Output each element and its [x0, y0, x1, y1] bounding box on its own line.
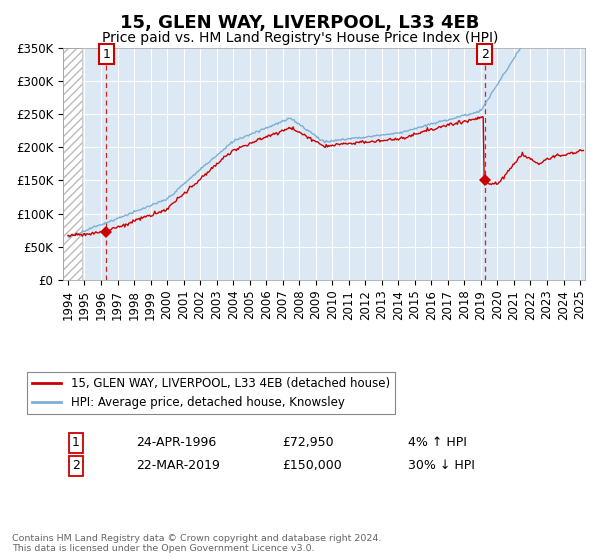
Text: 15, GLEN WAY, LIVERPOOL, L33 4EB: 15, GLEN WAY, LIVERPOOL, L33 4EB	[121, 14, 479, 32]
Text: £72,950: £72,950	[282, 436, 334, 449]
Bar	[63, 48, 82, 280]
Text: 22-MAR-2019: 22-MAR-2019	[136, 459, 220, 473]
Text: Price paid vs. HM Land Registry's House Price Index (HPI): Price paid vs. HM Land Registry's House …	[102, 31, 498, 45]
Text: 30% ↓ HPI: 30% ↓ HPI	[407, 459, 475, 473]
Legend: 15, GLEN WAY, LIVERPOOL, L33 4EB (detached house), HPI: Average price, detached : 15, GLEN WAY, LIVERPOOL, L33 4EB (detach…	[27, 372, 395, 413]
Text: 1: 1	[72, 436, 80, 449]
Text: 1: 1	[102, 48, 110, 60]
Text: £150,000: £150,000	[282, 459, 342, 473]
Text: 4% ↑ HPI: 4% ↑ HPI	[407, 436, 466, 449]
Text: 24-APR-1996: 24-APR-1996	[136, 436, 217, 449]
Text: 2: 2	[72, 459, 80, 473]
Text: Contains HM Land Registry data © Crown copyright and database right 2024.
This d: Contains HM Land Registry data © Crown c…	[12, 534, 382, 553]
Text: 2: 2	[481, 48, 488, 60]
